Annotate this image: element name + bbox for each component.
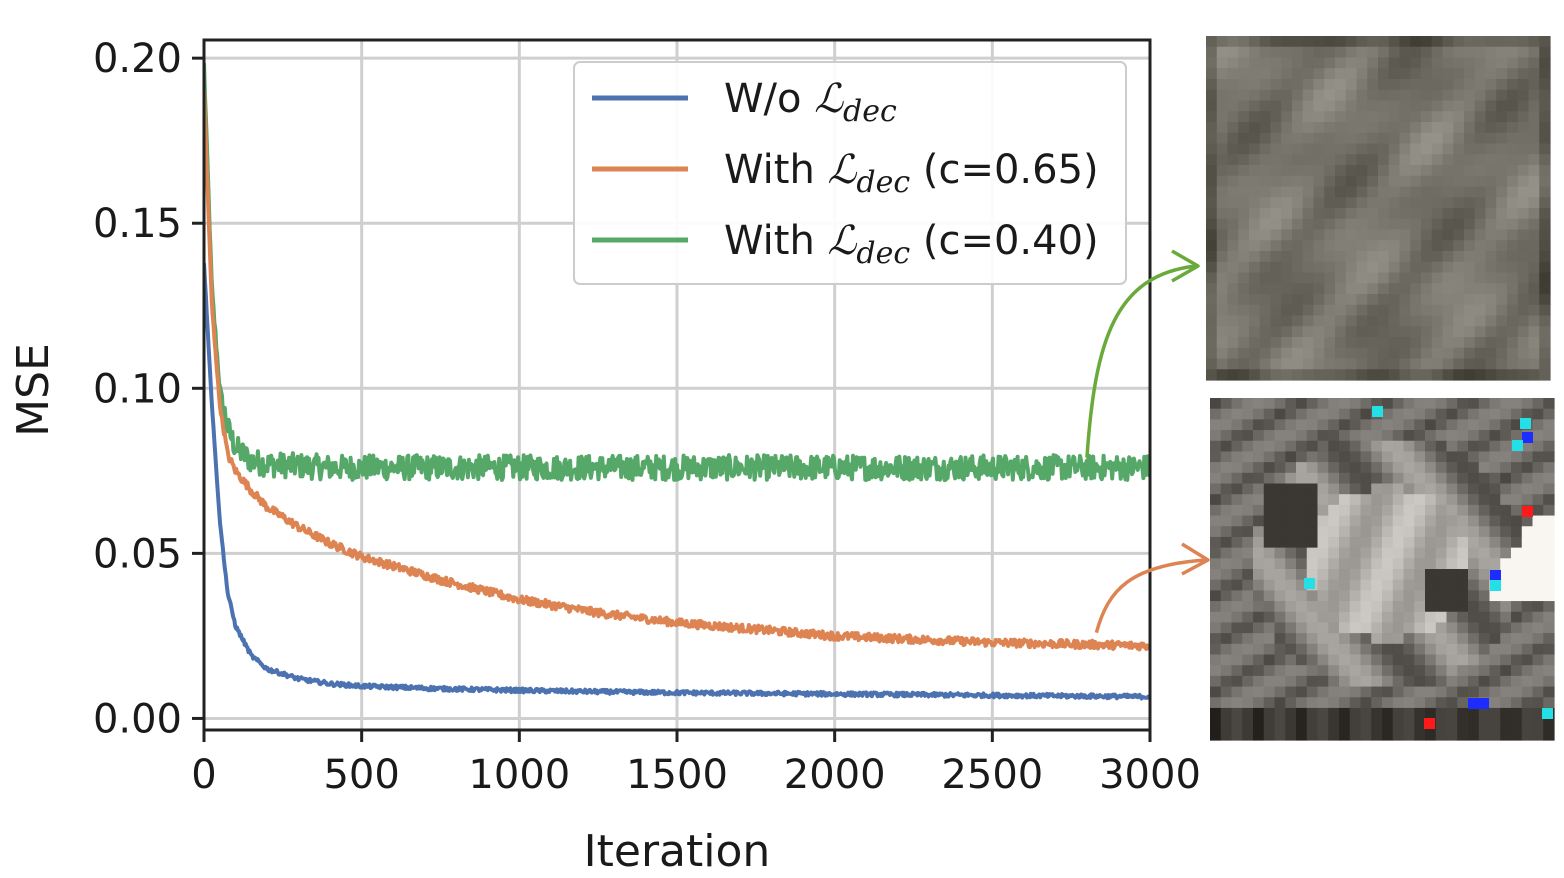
legend-label: With ℒdec (c=0.65) <box>724 147 1099 200</box>
decoded-image-c065 <box>1210 398 1555 741</box>
decoded-image-c040 <box>1206 36 1551 381</box>
x-tick-label: 0 <box>191 752 216 798</box>
thumbnails <box>1206 36 1555 741</box>
legend-frame <box>573 61 1127 285</box>
artifact-pixel <box>1522 506 1533 517</box>
legend-label: With ℒdec (c=0.40) <box>724 218 1099 271</box>
artifact-pixel <box>1512 440 1523 451</box>
artifact-pixel <box>1468 698 1479 709</box>
annotation-arrow-c065 <box>1094 558 1207 634</box>
x-axis-title: Iteration <box>584 826 771 877</box>
y-tick-label: 0.05 <box>93 531 182 577</box>
artifact-pixel <box>1520 418 1531 429</box>
series-line-0 <box>204 263 1150 701</box>
ticks: 0 500 1000 1500 2000 2500 3000 0.00 0.05 0.10 0.15… <box>93 36 1201 798</box>
legend-label: W/o ℒdec <box>724 76 897 129</box>
artifact-pixel <box>1490 580 1501 591</box>
annotation-arrowhead-c040 <box>1171 249 1200 283</box>
legend: W/o ℒdec With ℒdec (c=0.65) With ℒdec (c=0… <box>573 61 1127 285</box>
y-tick-label: 0.20 <box>93 36 182 82</box>
artifact-pixel <box>1424 718 1435 729</box>
y-tick-label: 0.00 <box>93 696 182 742</box>
annotation-arrows <box>1085 249 1210 634</box>
y-tick-label: 0.15 <box>93 201 182 247</box>
x-tick-label: 2000 <box>784 752 886 798</box>
annotation-arrow-c040 <box>1085 264 1197 458</box>
y-tick-label: 0.10 <box>93 366 182 412</box>
artifact-pixel <box>1478 698 1489 709</box>
series-layer <box>204 63 1150 701</box>
x-tick-label: 1000 <box>468 752 570 798</box>
y-axis-title: MSE <box>8 343 59 437</box>
x-tick-label: 2500 <box>941 752 1043 798</box>
series-line-1 <box>204 90 1150 652</box>
artifact-pixel <box>1542 708 1553 719</box>
artifact-pixel <box>1522 432 1533 443</box>
artifact-pixel <box>1304 578 1315 589</box>
x-tick-label: 1500 <box>626 752 728 798</box>
annotation-arrowhead-c065 <box>1181 542 1210 576</box>
series-line-2 <box>204 63 1150 483</box>
artifact-pixel <box>1490 570 1501 581</box>
x-tick-label: 500 <box>323 752 399 798</box>
artifact-pixel <box>1372 406 1383 417</box>
x-tick-label: 3000 <box>1099 752 1201 798</box>
